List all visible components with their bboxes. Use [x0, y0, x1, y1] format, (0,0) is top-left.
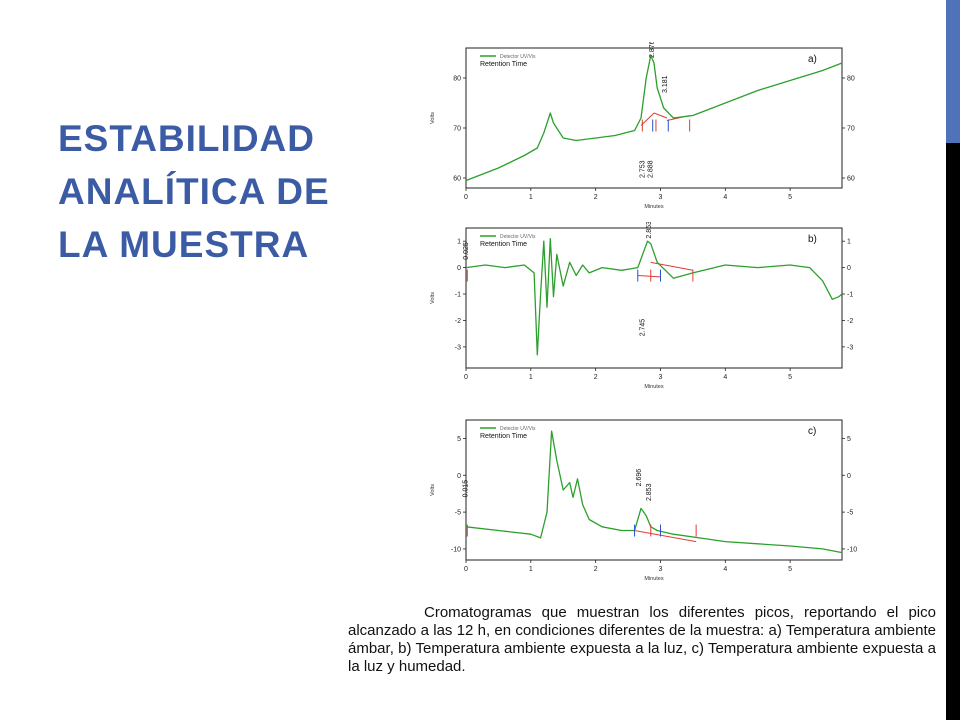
legend-entry: Retention Time: [480, 241, 527, 248]
y-tick-label: -10: [451, 546, 461, 553]
y2-tick-label: -2: [847, 318, 853, 325]
legend-entry: Detector UV/Vis: [500, 426, 536, 432]
x-axis-label: Minutes: [644, 576, 664, 582]
integration-baseline: [634, 530, 697, 543]
panel-label: a): [808, 54, 817, 65]
x-tick-label: 1: [529, 194, 533, 201]
plot-frame: [465, 47, 843, 189]
x-tick-label: 3: [659, 194, 663, 201]
y-axis-label: Volts: [430, 112, 436, 124]
y-axis-label: Volts: [430, 484, 436, 496]
x-tick-label: 4: [723, 194, 727, 201]
y-tick-label: 60: [453, 176, 461, 183]
peak-label: 2.753: [639, 160, 646, 178]
y-tick-label: -2: [455, 318, 461, 325]
chromatogram-a: 0 1 2 3 4 5 Minutes 60 60 70 70 80 80 Volts Detector U…: [430, 42, 855, 210]
x-tick-label: 4: [723, 566, 727, 573]
y-tick-label: 0: [457, 265, 461, 272]
y2-tick-label: -10: [847, 546, 857, 553]
y-tick-label: 5: [457, 436, 461, 443]
panel-label: b): [808, 234, 817, 245]
peak-label: 2.696: [636, 469, 643, 487]
x-tick-label: 1: [529, 566, 533, 573]
x-tick-label: 2: [594, 566, 598, 573]
integration-baseline: [640, 112, 655, 126]
integration-baseline: [637, 275, 661, 278]
y2-tick-label: 0: [847, 473, 851, 480]
panel-label: c): [808, 426, 816, 437]
y2-tick-label: 0: [847, 265, 851, 272]
y2-tick-label: -1: [847, 292, 853, 299]
x-tick-label: 5: [788, 374, 792, 381]
title-line-3: LA MUESTRA: [58, 224, 310, 265]
x-tick-label: 3: [659, 566, 663, 573]
y-tick-label: 1: [457, 239, 461, 246]
y-axis-label: Volts: [430, 292, 436, 304]
title-line-2: ANALÍTICA DE: [58, 171, 330, 212]
peak-label: 2.888: [648, 160, 655, 178]
plot-frame: [465, 419, 843, 561]
x-tick-label: 0: [464, 374, 468, 381]
y2-tick-label: -3: [847, 344, 853, 351]
peak-label: 2.853: [646, 483, 653, 501]
x-axis-label: Minutes: [644, 384, 664, 390]
y-tick-label: 70: [453, 126, 461, 133]
x-tick-label: 1: [529, 374, 533, 381]
x-tick-label: 4: [723, 374, 727, 381]
slide-title: ESTABILIDAD ANALÍTICA DE LA MUESTRA: [58, 112, 398, 271]
peak-label: 2.745: [639, 319, 646, 337]
chromatogram-c: 0 1 2 3 4 5 Minutes -10 -10 -5 -5 0 0 5 5 Volts Detector…: [430, 419, 857, 582]
peak-label: 2.853: [646, 222, 653, 239]
y-tick-label: -3: [455, 344, 461, 351]
x-tick-label: 3: [659, 374, 663, 381]
figure-caption: Cromatogramas que muestran los diferente…: [348, 604, 936, 675]
y-tick-label: 0: [457, 473, 461, 480]
x-tick-label: 5: [788, 566, 792, 573]
legend-entry: Detector UV/Vis: [500, 234, 536, 240]
y-tick-label: -5: [455, 510, 461, 517]
peak-label: 3.181: [662, 75, 669, 93]
y-tick-label: -1: [455, 292, 461, 299]
x-tick-label: 5: [788, 194, 792, 201]
peak-label: 0.015: [462, 480, 469, 498]
chromatogram-trace: [465, 54, 843, 182]
dark-side-bar: [946, 143, 960, 720]
y2-tick-label: 60: [847, 176, 855, 183]
x-axis-label: Minutes: [644, 204, 664, 210]
y-tick-label: 80: [453, 76, 461, 83]
chromatogram-trace: [465, 237, 843, 356]
y2-tick-label: 80: [847, 76, 855, 83]
chromatogram-b: 0 1 2 3 4 5 Minutes -3 -3 -2 -2 -1 -1 0 0 1 1 Volts Detect…: [430, 222, 853, 390]
peak-label: 2.876: [649, 42, 656, 58]
y2-tick-label: 5: [847, 436, 851, 443]
legend-entry: Detector UV/Vis: [500, 54, 536, 60]
integration-baseline: [653, 112, 668, 119]
x-tick-label: 2: [594, 194, 598, 201]
y2-tick-label: -5: [847, 510, 853, 517]
title-line-1: ESTABILIDAD: [58, 118, 315, 159]
x-tick-label: 0: [464, 194, 468, 201]
peak-label: 0.025: [463, 242, 470, 260]
x-tick-label: 0: [464, 566, 468, 573]
plot-frame: [465, 227, 843, 369]
y2-tick-label: 70: [847, 126, 855, 133]
chromatogram-trace: [465, 430, 843, 554]
y2-tick-label: 1: [847, 239, 851, 246]
x-tick-label: 2: [594, 374, 598, 381]
accent-bar: [946, 0, 960, 143]
legend-entry: Retention Time: [480, 61, 527, 68]
legend-entry: Retention Time: [480, 433, 527, 440]
